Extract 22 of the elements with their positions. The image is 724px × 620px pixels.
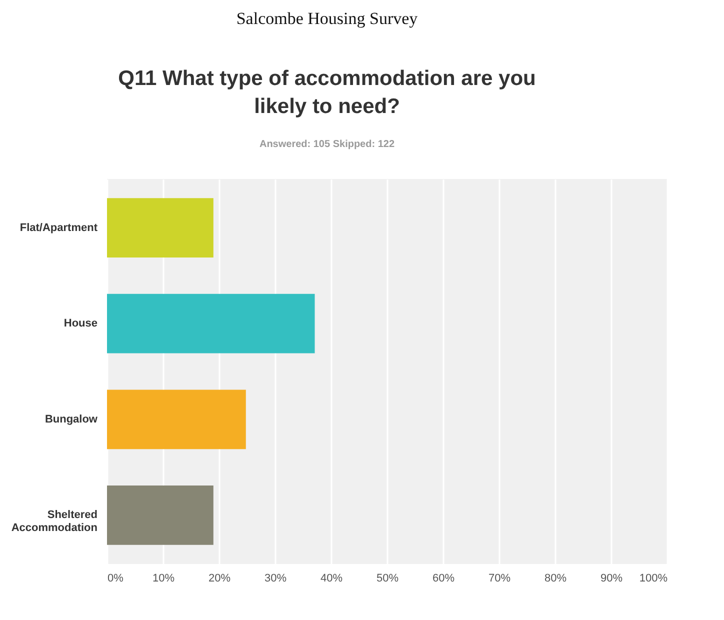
- x-tick-label: 20%: [208, 572, 231, 584]
- x-tick-label: 50%: [376, 572, 399, 584]
- x-tick-label: 60%: [432, 572, 455, 584]
- chart-title: Salcombe Housing Survey: [236, 9, 418, 28]
- x-tick-label: 70%: [488, 572, 511, 584]
- y-tick-label: Sheltered Accommodation: [11, 509, 98, 534]
- x-tick-label: 100%: [639, 572, 668, 584]
- bar: [107, 294, 315, 354]
- bar: [107, 485, 214, 545]
- text: Answered: 105 Skipped: 122: [259, 139, 395, 150]
- x-tick-label: 0%: [108, 572, 124, 584]
- bar: [107, 390, 246, 450]
- y-tick-label: Bungalow: [44, 413, 98, 426]
- x-tick-label: 80%: [544, 572, 567, 584]
- y-tick-label: House: [64, 318, 98, 330]
- x-tick-label: 10%: [152, 572, 175, 584]
- chart-subtitle: Q11 What type of accommodation are you likely to need?: [118, 67, 536, 118]
- x-tick-label: 30%: [264, 572, 287, 584]
- x-tick-label: 90%: [600, 572, 623, 584]
- y-tick-label: Flat/Apartment: [20, 222, 98, 234]
- x-tick-label: 40%: [320, 572, 343, 584]
- bar: [107, 198, 214, 258]
